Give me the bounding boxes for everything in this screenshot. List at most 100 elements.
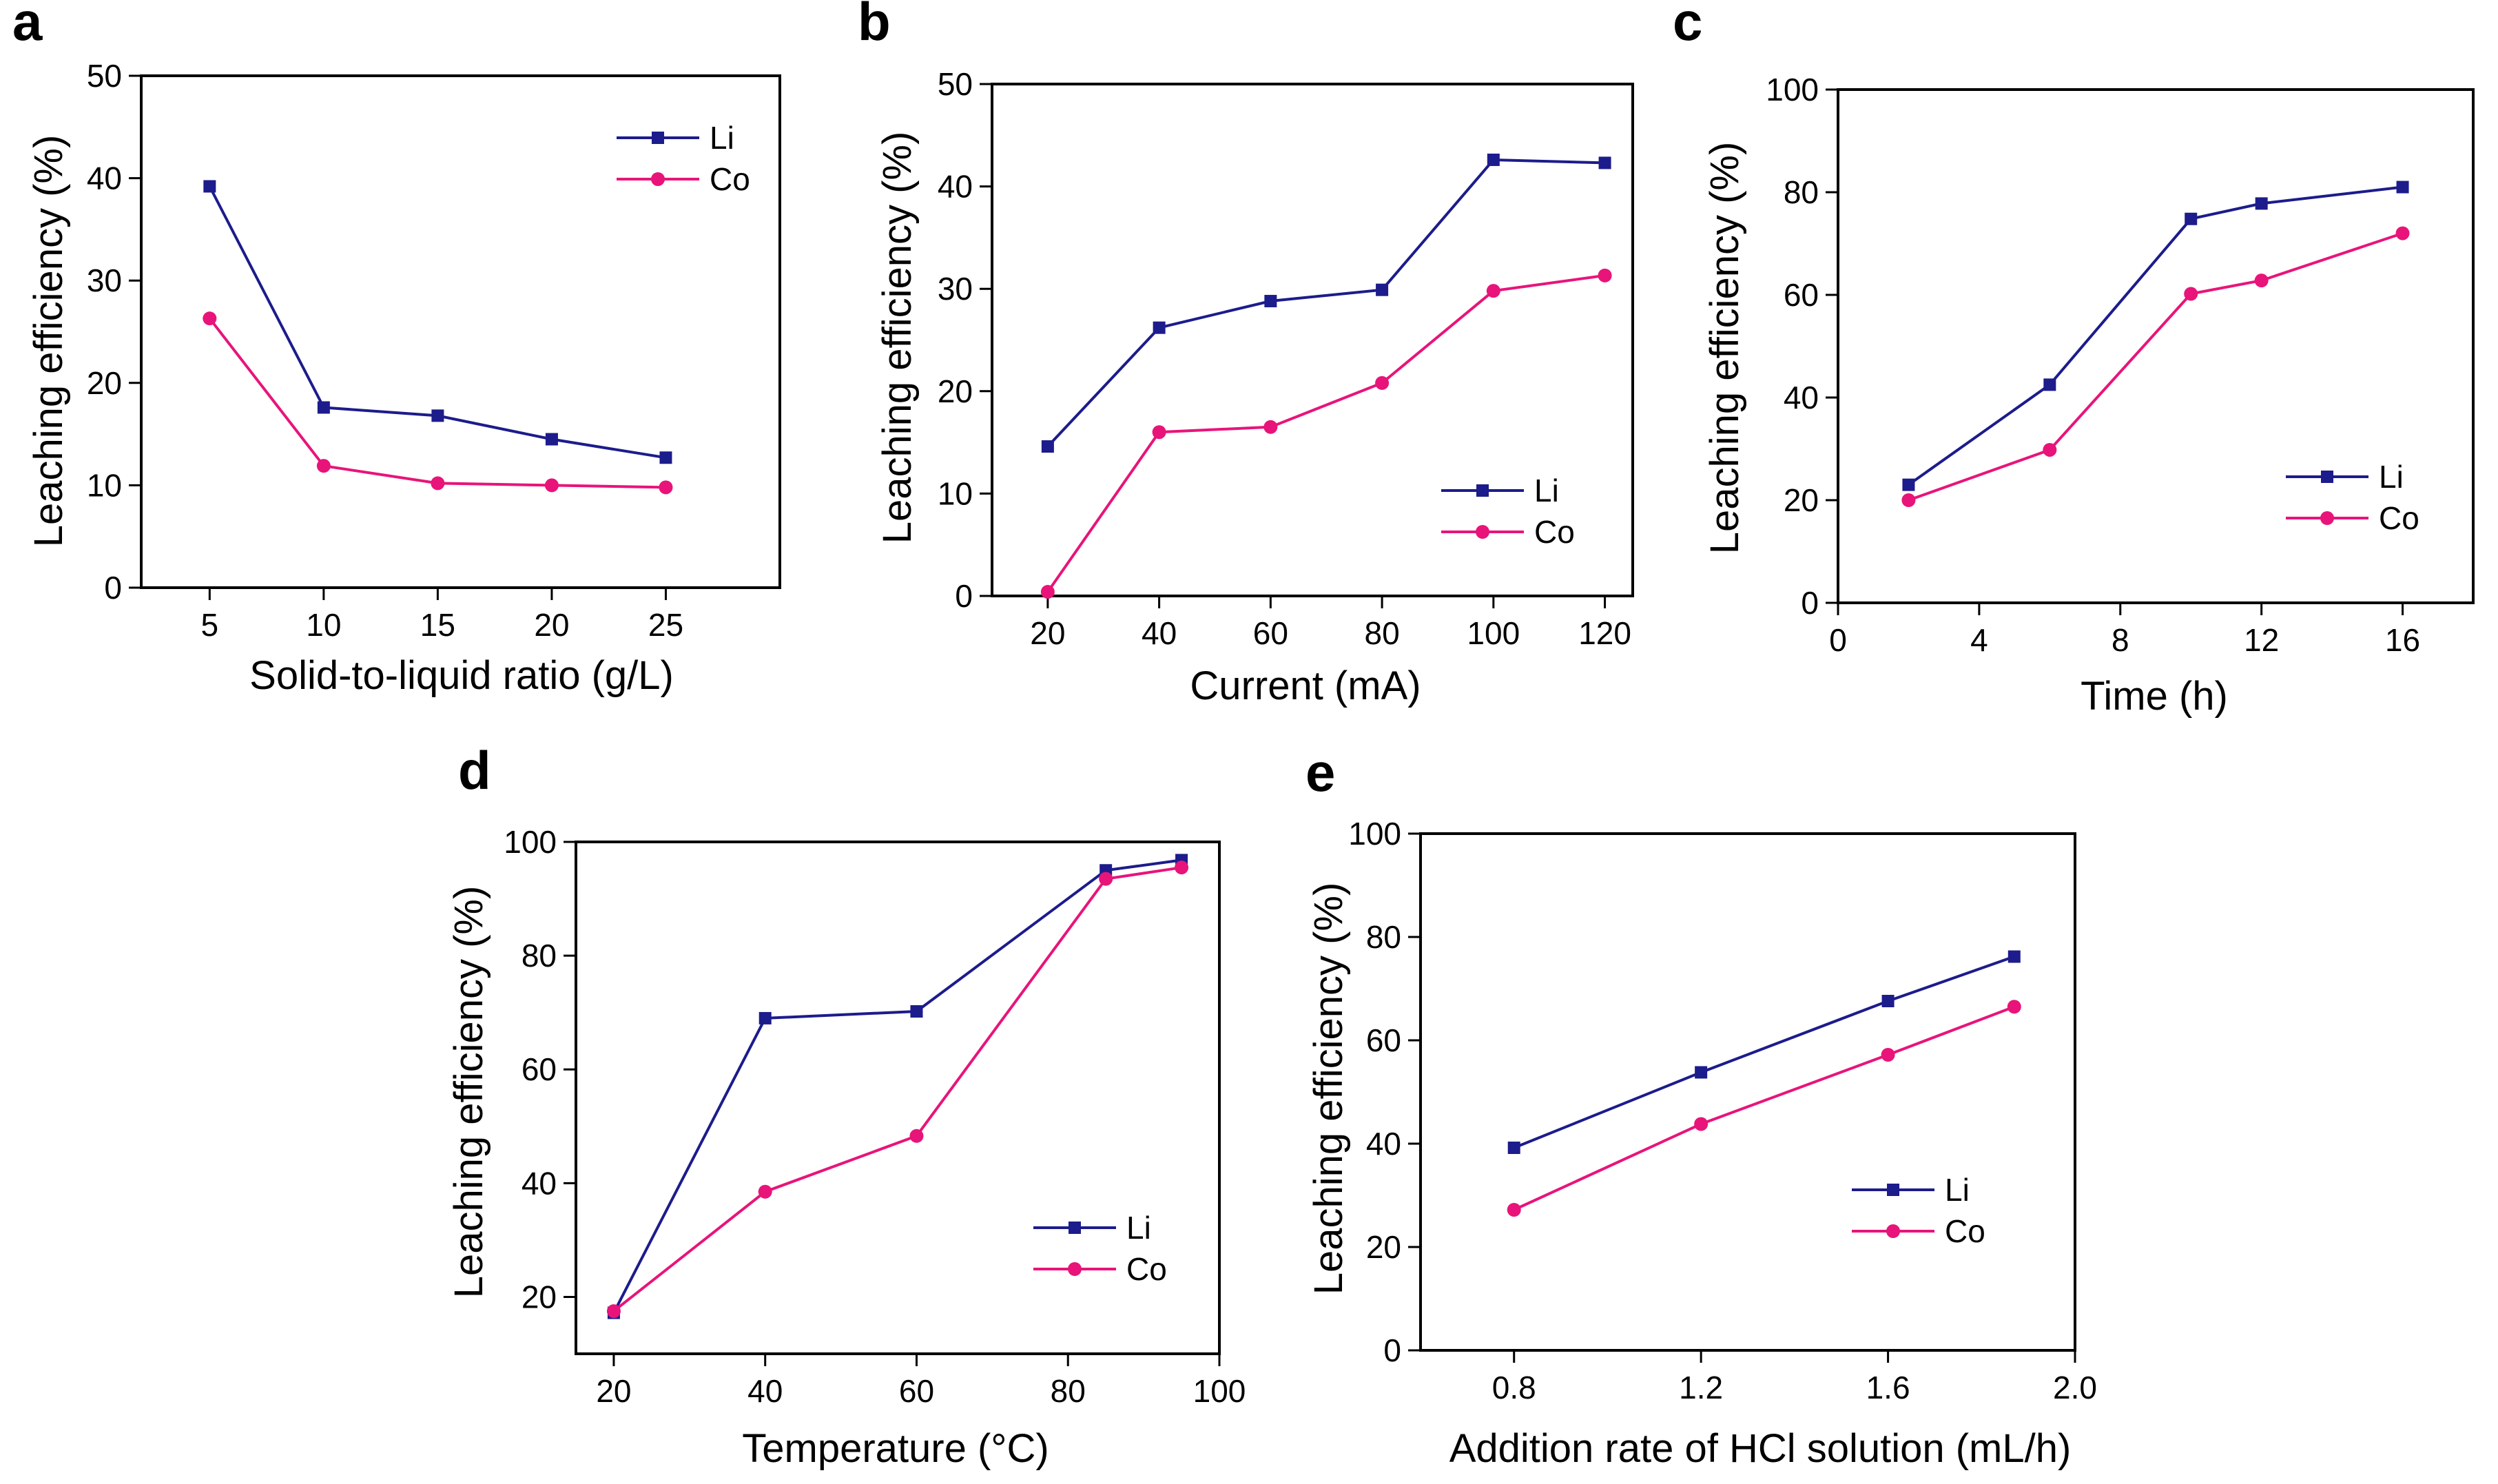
x-tick-label: 16	[2385, 622, 2420, 658]
x-tick-label: 20	[534, 607, 569, 643]
data-point-li	[2255, 197, 2268, 210]
data-point-co	[1375, 375, 1390, 390]
data-point-co	[1152, 425, 1166, 440]
data-point-co	[1175, 860, 1189, 875]
plot-frame	[575, 841, 1221, 1355]
data-point-co	[659, 480, 673, 495]
data-point-co	[2043, 442, 2057, 457]
y-tick-label: 0	[1383, 1332, 1401, 1368]
x-tick-label: 40	[1142, 615, 1177, 651]
x-axis-title-d: Temperature (°C)	[742, 1426, 1049, 1471]
data-point-co	[1040, 585, 1055, 599]
x-tick-label: 25	[648, 607, 683, 643]
x-tick-label: 8	[2112, 622, 2129, 658]
data-point-co	[758, 1184, 772, 1199]
y-tick-label: 40	[1784, 380, 1819, 415]
data-point-li	[1507, 1142, 1520, 1154]
y-tick-label: 30	[87, 262, 122, 298]
x-tick-label: 2.0	[2053, 1370, 2097, 1405]
legend-marker-li	[2321, 471, 2333, 483]
series-line-co	[1513, 1005, 2015, 1211]
data-point-co	[1486, 284, 1500, 298]
y-tick-label: 0	[955, 578, 973, 614]
y-tick-label: 40	[522, 1165, 557, 1201]
panel-letter-b: b	[858, 0, 891, 52]
y-tick-label: 50	[87, 58, 122, 94]
y-tick-label: 40	[87, 161, 122, 196]
legend-marker-li	[1476, 484, 1489, 497]
data-point-co	[316, 459, 331, 473]
data-point-li	[203, 180, 216, 193]
data-point-li	[2043, 378, 2056, 391]
data-point-co	[431, 476, 445, 491]
x-axis-title-a: Solid-to-liquid ratio (g/L)	[249, 653, 674, 698]
data-point-co	[1099, 872, 1113, 886]
x-tick-label: 4	[1970, 622, 1988, 658]
data-point-co	[1881, 1048, 1895, 1062]
series-line-co	[1908, 231, 2404, 502]
data-point-co	[909, 1129, 924, 1143]
chart-e: e 0.8 1.2 1.6 2.0 0 20 40 60 80 100 Li Co Addition …	[1305, 742, 2097, 1471]
x-tick-label: 80	[1365, 615, 1400, 651]
y-tick-label: 60	[1784, 277, 1819, 313]
legend-label-co: Co	[1534, 514, 1575, 550]
y-tick-label: 0	[104, 570, 122, 606]
x-axis-title-e: Addition rate of HCl solution (mL/h)	[1449, 1426, 2072, 1471]
data-point-li	[659, 451, 672, 464]
data-point-co	[2254, 274, 2269, 288]
legend-label-li: Li	[1945, 1172, 1970, 1208]
series-line-li	[1513, 955, 2015, 1149]
x-tick-label: 60	[1253, 615, 1288, 651]
x-axis-title-c: Time (h)	[2081, 674, 2228, 719]
data-point-li	[2185, 212, 2198, 225]
series-line-li	[1046, 158, 1605, 448]
y-tick-label: 20	[938, 373, 973, 409]
data-point-li	[1376, 283, 1389, 296]
data-point-co	[2007, 1000, 2021, 1014]
y-tick-label: 60	[522, 1051, 557, 1087]
data-point-li	[1041, 440, 1054, 453]
y-tick-label: 50	[938, 66, 973, 102]
data-point-co	[2395, 226, 2410, 240]
legend-label-co: Co	[710, 161, 750, 197]
data-point-li	[545, 433, 558, 446]
y-tick-label: 20	[1784, 482, 1819, 518]
y-tick-label: 60	[1366, 1022, 1401, 1058]
x-tick-label: 20	[1030, 615, 1065, 651]
chart-a: a 5 10 15 20 25 0 10 20 30 40 50 Li Co Solid-to-liqu…	[12, 0, 781, 698]
data-point-li	[758, 1011, 772, 1024]
data-point-li	[1264, 295, 1277, 308]
legend-label-li: Li	[1126, 1210, 1151, 1246]
x-axis-title-b: Current (mA)	[1190, 663, 1421, 708]
data-point-li	[1881, 995, 1895, 1007]
plot-frame	[140, 74, 781, 589]
series-line-co	[208, 317, 666, 489]
x-tick-label: 15	[420, 607, 455, 643]
data-point-co	[2184, 287, 2198, 301]
x-tick-label: 20	[596, 1373, 631, 1409]
data-point-li	[2007, 950, 2021, 963]
y-tick-label: 100	[1766, 72, 1819, 107]
y-tick-label: 20	[87, 365, 122, 401]
y-tick-label: 80	[1784, 174, 1819, 210]
plot-frame	[991, 83, 1634, 597]
y-tick-label: 40	[938, 169, 973, 205]
data-point-co	[1901, 493, 1916, 507]
y-tick-label: 10	[938, 475, 973, 511]
x-tick-label: 60	[899, 1373, 934, 1409]
data-point-li	[1695, 1066, 1708, 1079]
y-tick-label: 80	[1366, 919, 1401, 955]
legend-marker-co	[1476, 525, 1489, 539]
x-tick-label: 12	[2244, 622, 2279, 658]
panel-letter-e: e	[1305, 742, 1335, 803]
x-tick-label: 1.2	[1679, 1370, 1723, 1405]
legend-label-co: Co	[1126, 1251, 1167, 1287]
y-tick-label: 100	[1348, 816, 1401, 852]
x-tick-label: 1.6	[1866, 1370, 1910, 1405]
x-tick-label: 100	[1467, 615, 1520, 651]
y-axis-title-d: Leaching efficiency (%)	[446, 886, 491, 1299]
data-point-li	[910, 1005, 923, 1018]
y-tick-label: 0	[1801, 585, 1819, 621]
legend-marker-co	[1886, 1224, 1900, 1238]
legend-label-li: Li	[710, 120, 734, 156]
